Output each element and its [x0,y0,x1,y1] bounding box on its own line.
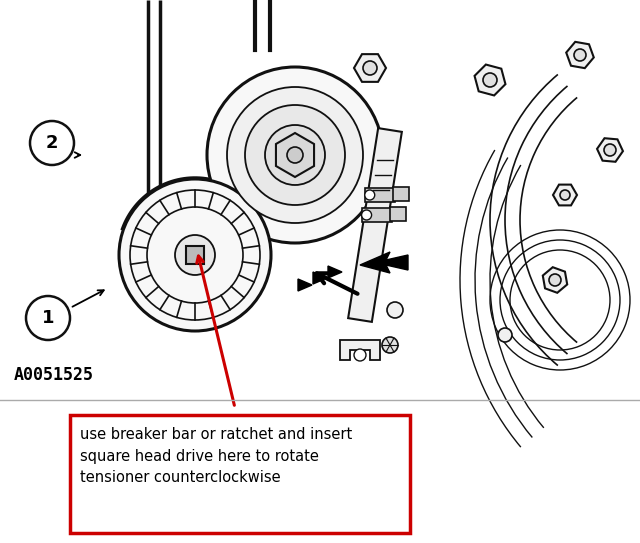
FancyBboxPatch shape [70,415,410,533]
Circle shape [30,121,74,165]
Polygon shape [340,340,380,360]
Circle shape [362,210,372,220]
Circle shape [382,337,398,353]
Circle shape [26,296,70,340]
Bar [186,246,204,264]
Circle shape [483,73,497,87]
Bar [393,187,409,201]
Circle shape [560,190,570,200]
Polygon shape [474,65,506,96]
Polygon shape [597,138,623,162]
Text: A0051525: A0051525 [14,366,94,384]
Circle shape [207,67,383,243]
Text: 1: 1 [42,309,54,327]
Circle shape [363,61,377,75]
Polygon shape [360,252,408,273]
Bar [365,188,395,202]
Polygon shape [348,128,402,322]
Polygon shape [543,267,567,293]
Text: use breaker bar or ratchet and insert
square head drive here to rotate
tensioner: use breaker bar or ratchet and insert sq… [80,427,352,485]
Circle shape [387,302,403,318]
Polygon shape [298,279,312,291]
Polygon shape [313,272,327,284]
Circle shape [227,87,363,223]
Circle shape [365,190,375,200]
Polygon shape [553,185,577,205]
Circle shape [245,105,345,205]
Polygon shape [354,54,386,82]
Circle shape [498,328,512,342]
Circle shape [604,144,616,156]
Circle shape [549,274,561,286]
Circle shape [354,349,366,361]
Text: 2: 2 [45,134,58,152]
Circle shape [574,49,586,61]
Polygon shape [225,215,255,235]
Circle shape [119,179,271,331]
Circle shape [175,235,215,275]
Bar [390,207,406,221]
Circle shape [265,125,325,185]
Circle shape [287,147,303,163]
Polygon shape [328,266,342,278]
Polygon shape [276,133,314,177]
Bar [362,208,392,222]
Polygon shape [566,42,594,68]
